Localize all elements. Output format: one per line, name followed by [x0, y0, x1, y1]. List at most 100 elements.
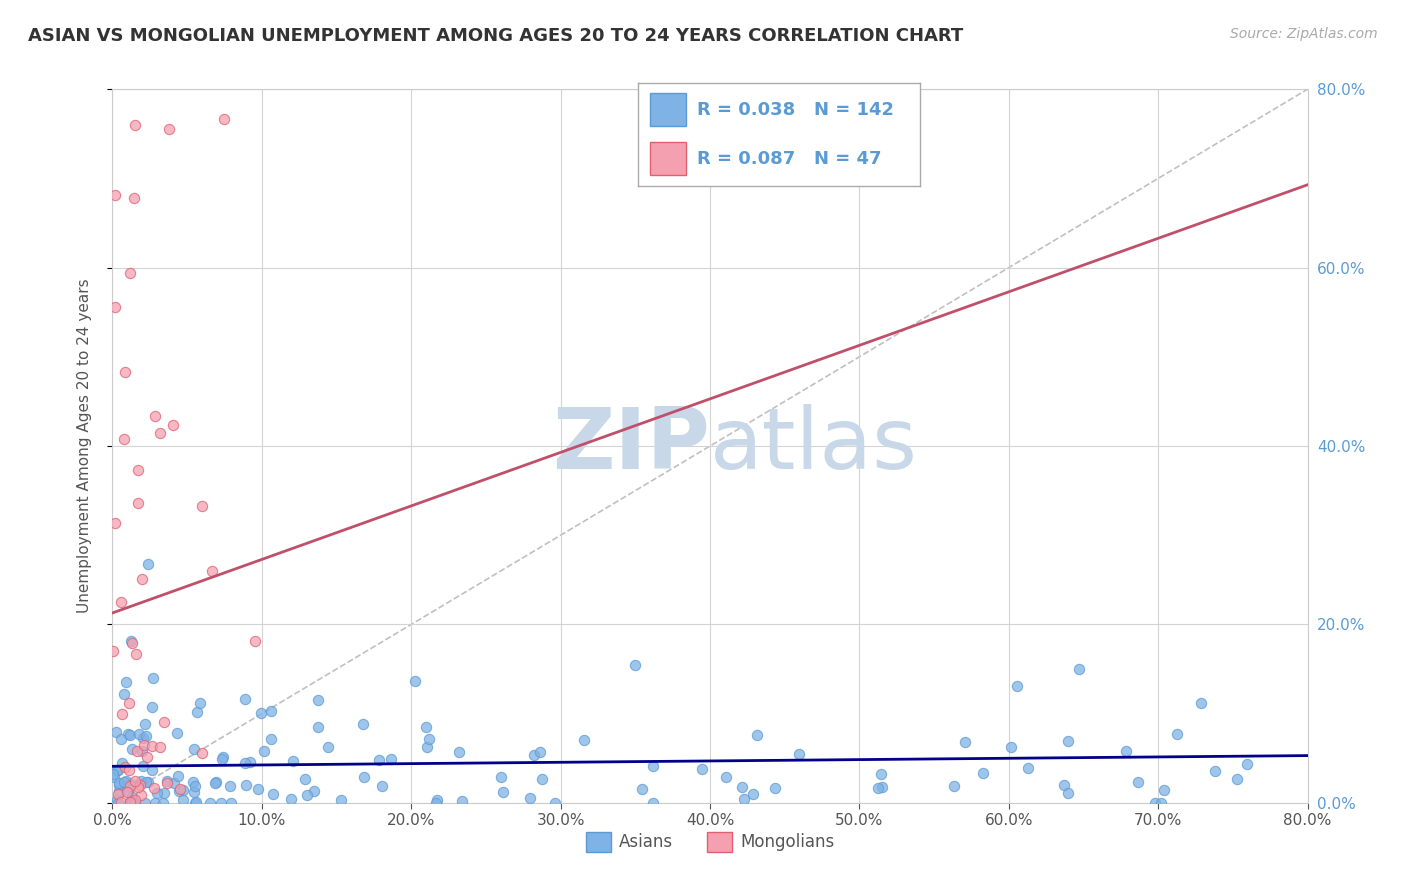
Point	[110, 732, 132, 747]
Point	[108, 778, 131, 792]
Point	[690, 763, 713, 777]
Point	[141, 739, 163, 753]
Point	[307, 693, 329, 707]
Point	[169, 782, 191, 797]
Point	[731, 780, 754, 794]
Point	[249, 706, 271, 720]
Point	[114, 365, 136, 379]
Point	[519, 791, 541, 805]
Point	[118, 795, 141, 809]
Point	[184, 779, 207, 793]
Point	[1069, 662, 1091, 676]
Point	[1052, 778, 1074, 792]
Point	[219, 796, 242, 810]
Point	[118, 796, 141, 810]
Point	[191, 500, 214, 514]
Point	[371, 779, 394, 793]
Point	[104, 188, 127, 202]
Point	[418, 732, 440, 747]
Point	[450, 794, 472, 808]
Point	[186, 705, 208, 719]
Point	[118, 763, 141, 777]
Point	[641, 758, 664, 772]
Point	[1017, 761, 1039, 775]
Point	[447, 746, 470, 760]
Point	[353, 770, 375, 784]
Y-axis label: Unemployment Among Ages 20 to 24 years: Unemployment Among Ages 20 to 24 years	[77, 278, 91, 614]
Point	[142, 780, 165, 795]
Point	[120, 777, 142, 791]
Point	[134, 716, 156, 731]
Point	[115, 784, 138, 798]
Point	[426, 792, 449, 806]
Point	[156, 775, 179, 789]
Point	[124, 793, 146, 807]
Point	[742, 787, 765, 801]
Point	[162, 417, 184, 432]
Point	[127, 780, 149, 795]
Point	[1005, 680, 1028, 694]
Point	[135, 729, 157, 743]
Point	[141, 699, 163, 714]
Point	[280, 792, 302, 806]
Point	[127, 463, 149, 477]
Point	[120, 267, 142, 281]
Point	[142, 671, 165, 685]
Point	[492, 785, 515, 799]
Point	[163, 776, 186, 790]
Point	[233, 692, 256, 706]
Point	[246, 781, 269, 796]
Point	[135, 750, 157, 764]
Legend: Asians, Mongolians: Asians, Mongolians	[579, 825, 841, 859]
Point	[129, 778, 152, 792]
Point	[134, 796, 156, 810]
Point	[352, 717, 374, 731]
Point	[120, 634, 142, 648]
Point	[115, 773, 138, 788]
Point	[1226, 772, 1249, 786]
Point	[125, 647, 148, 661]
Point	[489, 770, 512, 784]
Point	[110, 795, 132, 809]
Point	[121, 636, 143, 650]
Point	[239, 755, 262, 769]
Point	[104, 724, 127, 739]
Point	[153, 786, 176, 800]
Point	[104, 516, 127, 530]
Point	[218, 780, 240, 794]
Point	[1166, 727, 1188, 741]
Point	[304, 783, 326, 797]
Point	[107, 796, 129, 810]
Point	[184, 796, 207, 810]
Point	[201, 564, 224, 578]
Point	[191, 747, 214, 761]
Point	[623, 658, 645, 673]
Point	[253, 744, 276, 758]
Point	[181, 774, 204, 789]
Point	[141, 764, 163, 778]
Point	[262, 787, 284, 801]
Point	[120, 728, 142, 742]
Point	[972, 766, 994, 780]
Point	[572, 733, 595, 747]
Point	[211, 751, 233, 765]
Point	[243, 633, 266, 648]
Point	[110, 595, 132, 609]
Point	[733, 792, 755, 806]
Point	[415, 720, 437, 734]
Point	[1236, 757, 1258, 772]
Point	[530, 772, 553, 787]
Point	[172, 792, 194, 806]
Point	[415, 740, 437, 755]
Point	[1143, 796, 1166, 810]
Point	[1189, 696, 1212, 710]
Point	[124, 118, 146, 132]
Point	[107, 787, 129, 801]
Point	[129, 773, 152, 788]
Point	[714, 770, 737, 784]
Point	[132, 758, 155, 772]
Point	[114, 759, 136, 773]
Text: atlas: atlas	[710, 404, 918, 488]
Point	[103, 643, 125, 657]
Point	[1057, 734, 1080, 748]
